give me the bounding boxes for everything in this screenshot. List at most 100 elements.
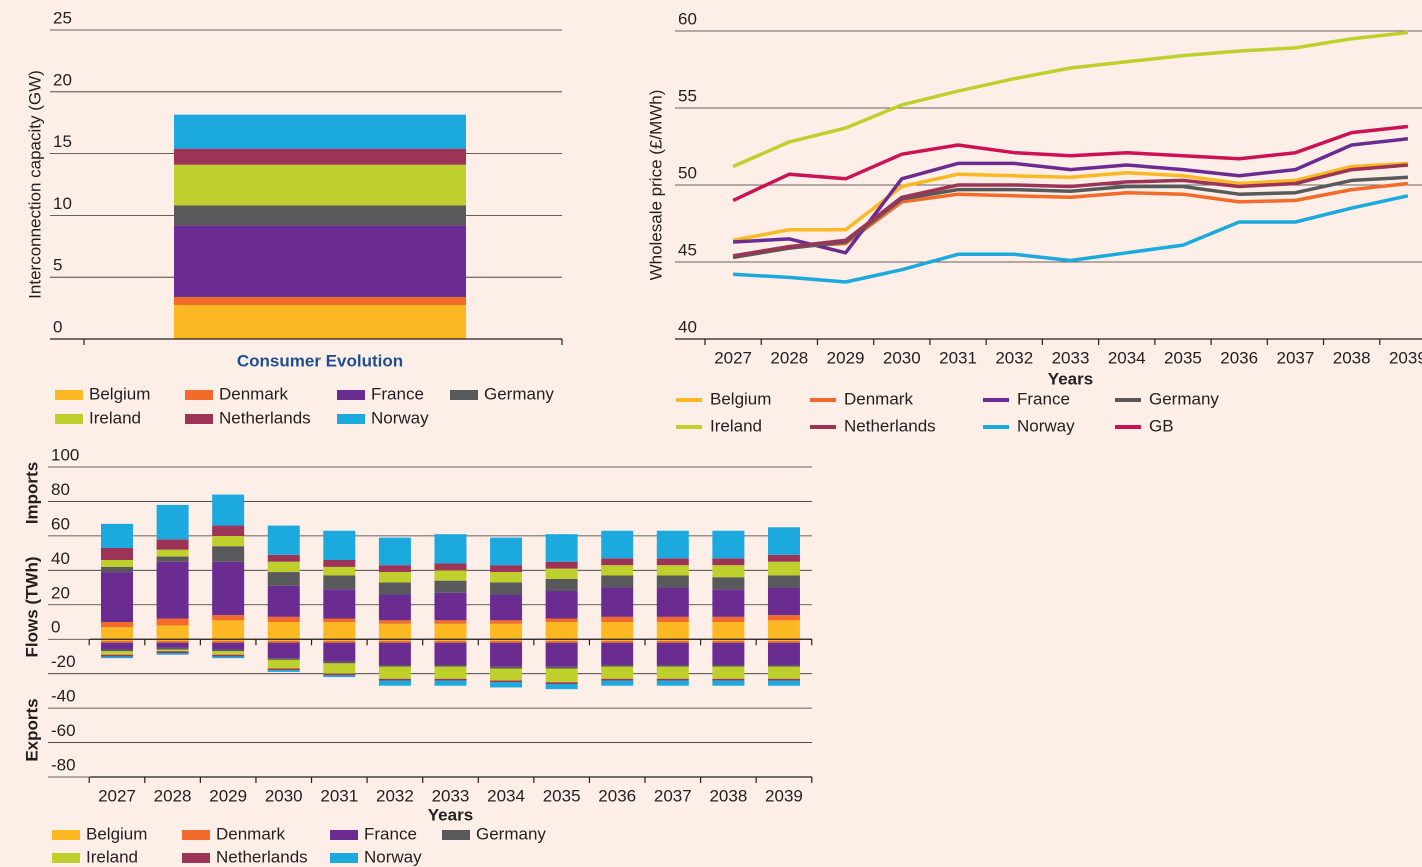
legend-label: Denmark <box>216 824 285 843</box>
bar-segment <box>490 623 523 640</box>
bar-segment <box>267 525 300 555</box>
bar-segment <box>712 565 745 578</box>
bar-segment <box>267 668 300 671</box>
bar-segment <box>656 639 689 641</box>
y-axis-label: Interconnection capacity (GW) <box>25 70 44 299</box>
bar-segment <box>767 615 800 621</box>
bar-segment <box>323 566 356 576</box>
bar-segment <box>212 642 245 650</box>
x-tick-label: 2037 <box>654 786 692 805</box>
legend-label: Germany <box>484 384 554 403</box>
line-series <box>732 163 1409 258</box>
bar-segment <box>767 640 800 643</box>
bar-segment <box>267 670 300 672</box>
bar-segment <box>156 539 189 550</box>
legend-label: Belgium <box>710 389 771 408</box>
bar-segment <box>712 577 745 590</box>
bar-segment <box>323 530 356 560</box>
bar-segment <box>434 678 467 681</box>
bar-segment <box>601 565 634 576</box>
bar-segment <box>601 680 634 686</box>
bar-segment <box>434 639 467 641</box>
x-tick-label: 2032 <box>995 348 1033 367</box>
bar-segment <box>212 525 245 536</box>
bar-segment <box>656 575 689 588</box>
line-series <box>732 124 1409 202</box>
bar-segment <box>545 642 578 667</box>
bar-segment <box>601 622 634 640</box>
legend-swatch <box>182 853 210 863</box>
bar-segment <box>101 622 133 628</box>
bar-segment <box>656 587 689 617</box>
bar-segment <box>545 568 578 579</box>
bar-segment <box>545 534 578 562</box>
bar-segment <box>101 523 133 548</box>
bar-segment <box>323 639 356 641</box>
bar-segment <box>378 639 411 641</box>
bar-segment <box>434 580 467 593</box>
bar-segment <box>712 616 745 622</box>
bar-segment <box>156 618 189 626</box>
bar-segment <box>101 560 133 567</box>
bar-segment <box>656 678 689 681</box>
y-tick-label: -40 <box>51 687 76 706</box>
legend-label: Norway <box>1017 416 1075 435</box>
bar-segment <box>101 656 133 659</box>
x-tick-label: 2032 <box>376 786 414 805</box>
y-tick-label: -80 <box>51 755 76 774</box>
x-tick-label: 2038 <box>1333 348 1371 367</box>
bar-segment <box>490 572 523 583</box>
bar-segment <box>378 665 411 667</box>
bar-segment <box>101 651 133 655</box>
bar-segment <box>156 651 189 653</box>
bar-segment <box>378 594 411 621</box>
bar-segment <box>378 582 411 595</box>
bar-segment <box>712 589 745 617</box>
y-tick-label: 55 <box>678 86 697 105</box>
bar-segment <box>767 554 800 562</box>
bar-segment <box>156 549 189 557</box>
line-series <box>732 30 1409 169</box>
bar-segment <box>767 587 800 616</box>
bar-segment <box>323 622 356 640</box>
x-tick-label: 2036 <box>1220 348 1258 367</box>
legend-label: Netherlands <box>844 416 936 435</box>
bar-segment <box>601 530 634 559</box>
x-tick-label: 2039 <box>1389 348 1422 367</box>
line-series <box>733 137 1409 255</box>
x-tick-label: 2027 <box>714 348 752 367</box>
bar-segment <box>101 649 133 652</box>
bar-segment <box>267 561 300 573</box>
legend-swatch <box>442 830 470 840</box>
bar-segment <box>434 640 467 643</box>
bar-segment <box>378 537 411 566</box>
bar-segment <box>545 561 578 569</box>
y-tick-label: 25 <box>53 8 72 27</box>
x-tick-label: 2039 <box>765 786 803 805</box>
legend-label: Denmark <box>219 384 288 403</box>
bar-segment <box>267 622 300 640</box>
y-tick-label: 20 <box>51 583 70 602</box>
legend-label: GB <box>1149 416 1174 435</box>
x-tick-label: 2037 <box>1277 348 1315 367</box>
legend-label: France <box>364 824 417 843</box>
bar-segment <box>212 639 245 641</box>
x-tick-label: 2031 <box>939 348 977 367</box>
bar-segment <box>490 620 523 624</box>
bar-segment <box>490 565 523 573</box>
bar-segment <box>212 640 245 643</box>
x-tick-label: 2033 <box>432 786 470 805</box>
bar-segment <box>545 639 578 641</box>
legend-swatch <box>330 830 358 840</box>
bar-segment <box>156 647 189 650</box>
legend-swatch <box>52 853 80 863</box>
x-tick-label: 2033 <box>1052 348 1090 367</box>
bar-segment <box>101 572 133 622</box>
legend-swatch <box>185 390 213 400</box>
x-tick-label: Consumer Evolution <box>237 351 403 370</box>
y-tick-label: 100 <box>51 445 79 464</box>
bar-segment <box>712 665 745 667</box>
bar-segment <box>156 625 189 640</box>
y-tick-label: 80 <box>51 480 70 499</box>
bar-segment <box>601 678 634 681</box>
